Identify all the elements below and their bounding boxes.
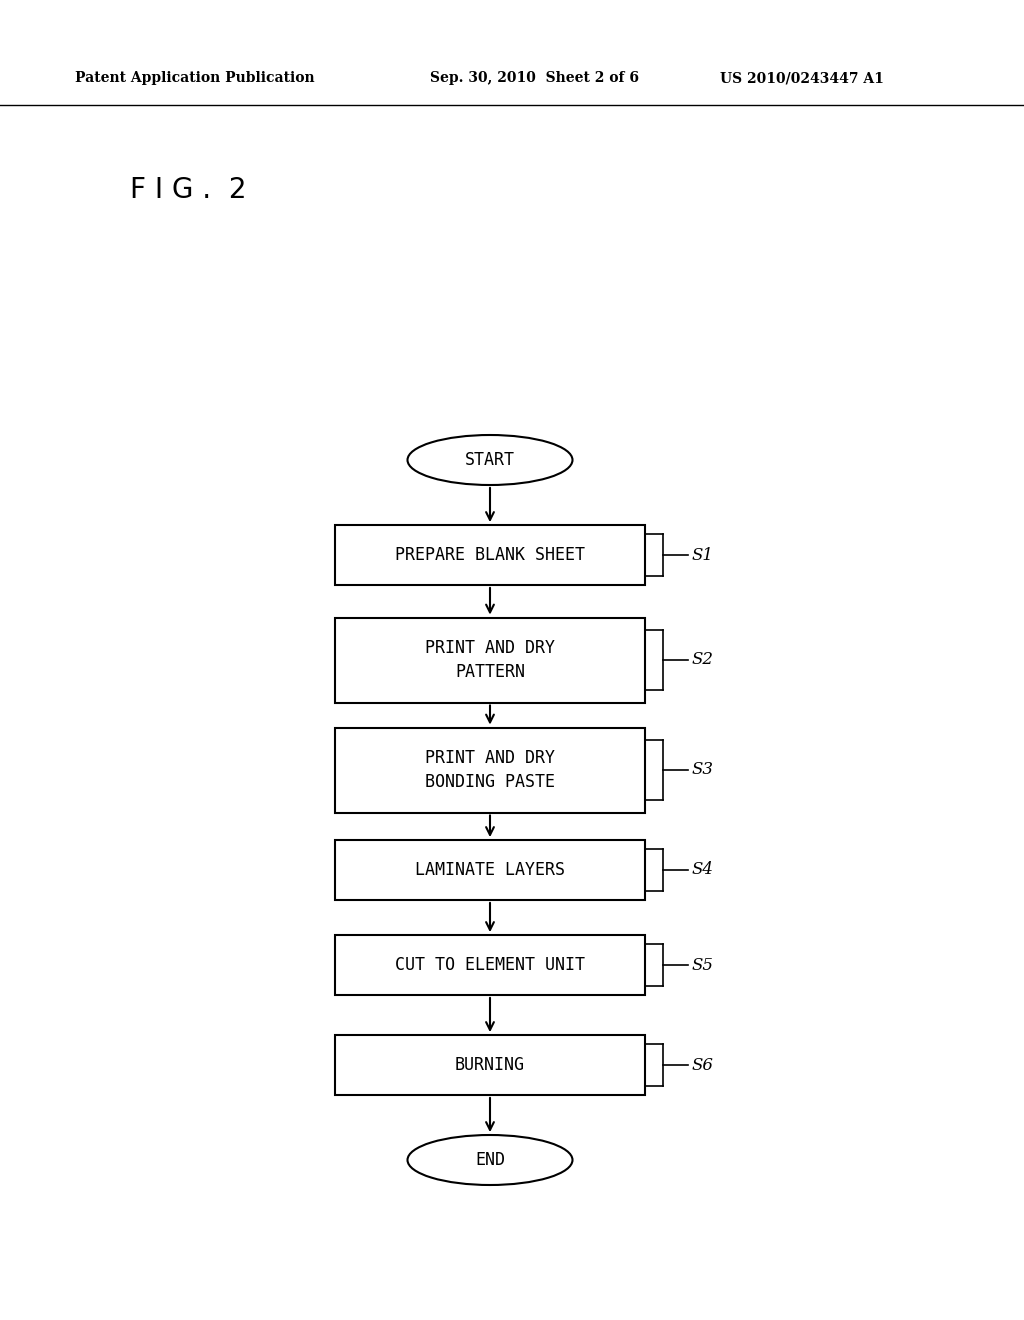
Text: S5: S5	[692, 957, 714, 974]
Text: US 2010/0243447 A1: US 2010/0243447 A1	[720, 71, 884, 84]
Text: Sep. 30, 2010  Sheet 2 of 6: Sep. 30, 2010 Sheet 2 of 6	[430, 71, 639, 84]
Text: START: START	[465, 451, 515, 469]
Text: S6: S6	[692, 1056, 714, 1073]
Text: PRINT AND DRY
BONDING PASTE: PRINT AND DRY BONDING PASTE	[425, 750, 555, 791]
Text: S2: S2	[692, 652, 714, 668]
Text: BURNING: BURNING	[455, 1056, 525, 1074]
Text: PRINT AND DRY
PATTERN: PRINT AND DRY PATTERN	[425, 639, 555, 681]
Text: LAMINATE LAYERS: LAMINATE LAYERS	[415, 861, 565, 879]
Text: F I G .  2: F I G . 2	[130, 176, 247, 205]
Text: END: END	[475, 1151, 505, 1170]
Text: Patent Application Publication: Patent Application Publication	[75, 71, 314, 84]
Text: CUT TO ELEMENT UNIT: CUT TO ELEMENT UNIT	[395, 956, 585, 974]
Text: S4: S4	[692, 862, 714, 879]
Text: S3: S3	[692, 762, 714, 779]
Text: PREPARE BLANK SHEET: PREPARE BLANK SHEET	[395, 546, 585, 564]
Text: S1: S1	[692, 546, 714, 564]
